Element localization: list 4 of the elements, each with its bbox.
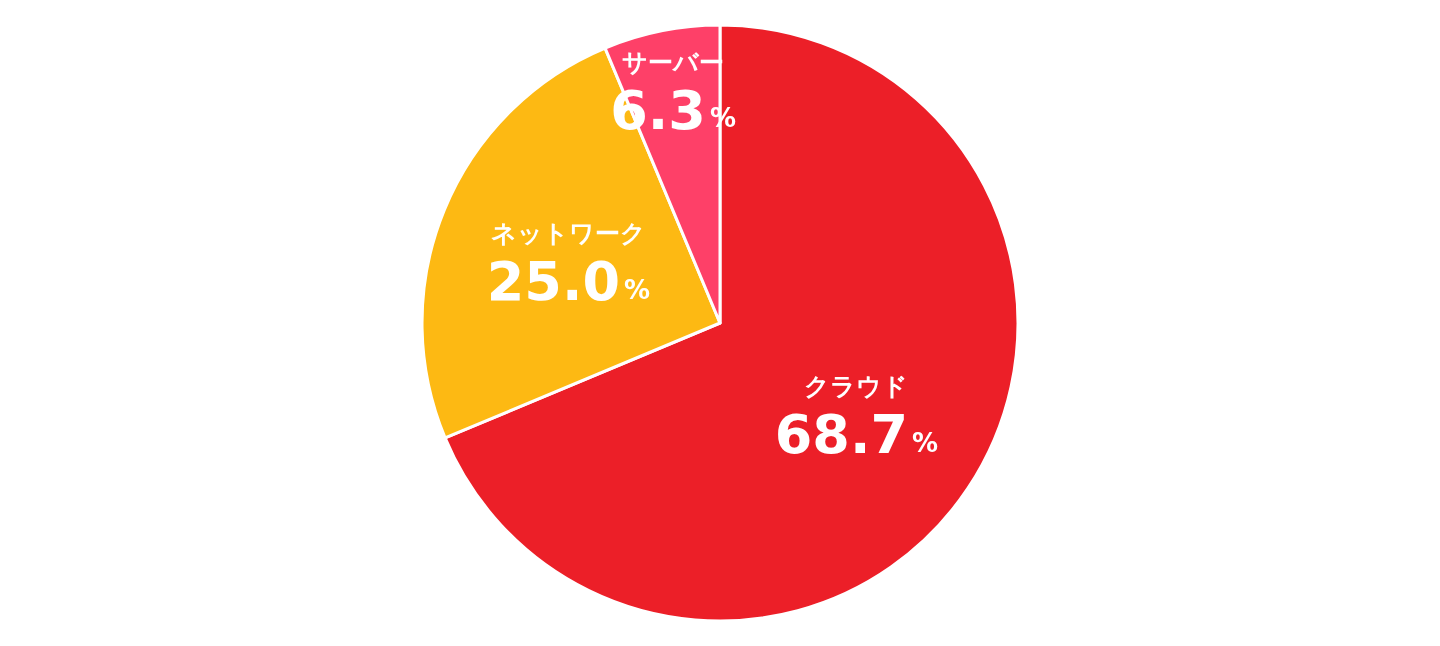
data-label: 68.7% xyxy=(774,403,939,467)
slice-label: クラウド xyxy=(804,372,909,402)
data-label: 25.0% xyxy=(486,250,651,314)
slice-label: ネットワーク xyxy=(490,219,646,249)
